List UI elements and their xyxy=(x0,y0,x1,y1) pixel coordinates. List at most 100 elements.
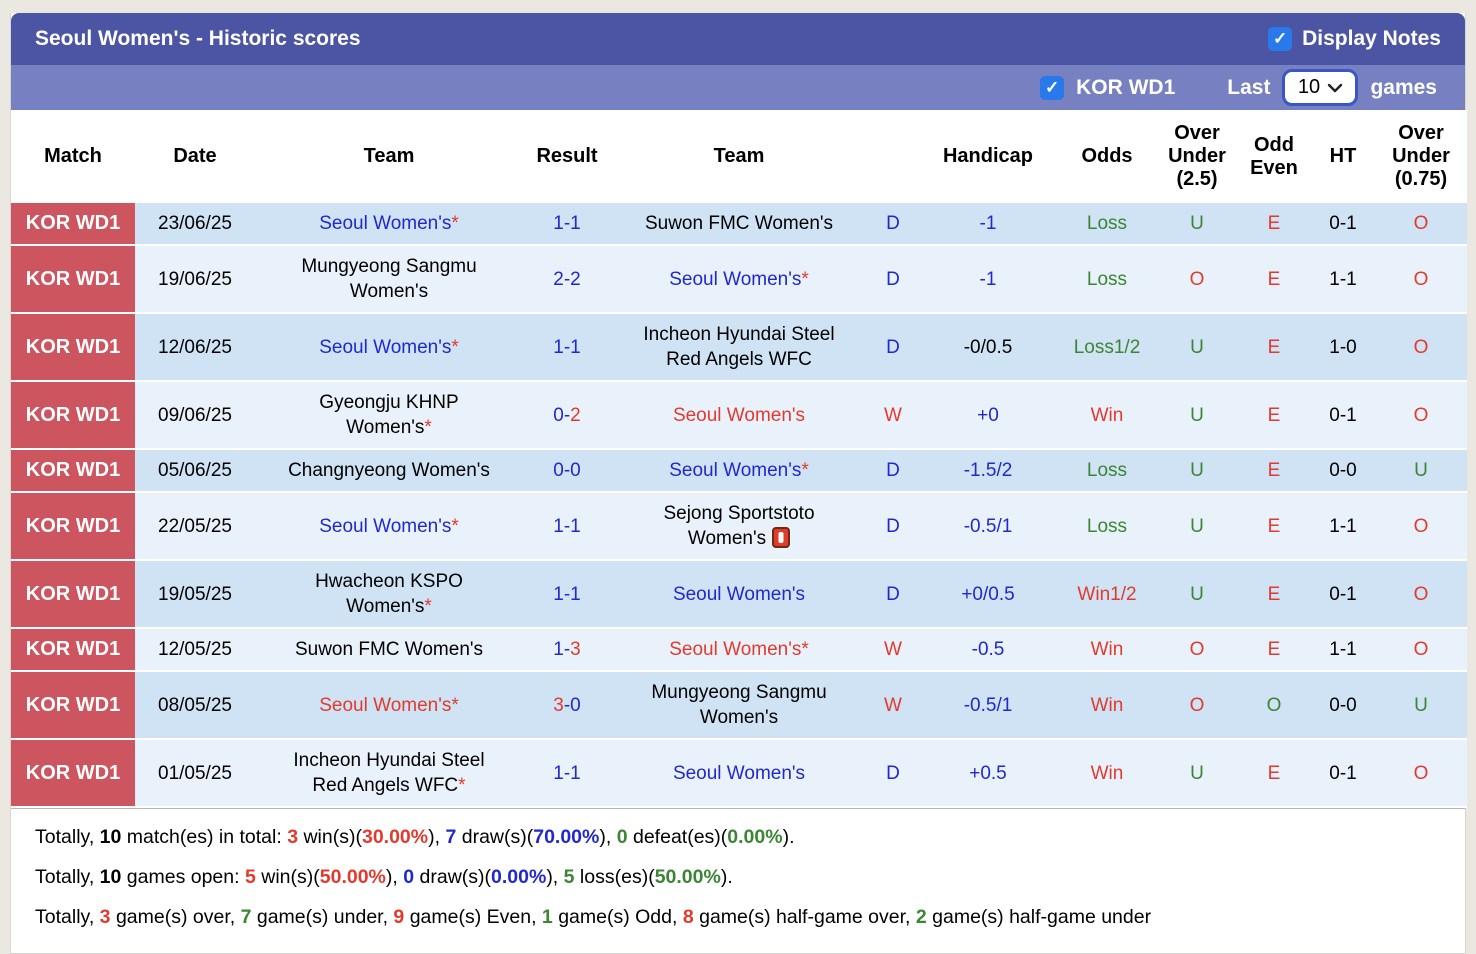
red-note-icon xyxy=(772,527,791,548)
text-segment: Totally, xyxy=(35,906,100,928)
display-notes-group: ✓ Display Notes xyxy=(1268,27,1441,51)
text-segment: 3 xyxy=(287,826,299,848)
text-segment: 1-1 xyxy=(553,336,581,358)
odd-even-cell: E xyxy=(1237,629,1311,672)
text-segment: loss(es)( xyxy=(574,866,655,888)
table-row: KOR WD1 12/06/25 Seoul Women's* 1-1 Incheon … xyxy=(11,314,1467,382)
league-badge: KOR WD1 xyxy=(11,382,135,450)
away-team-cell: Seoul Women's xyxy=(611,740,867,808)
away-team-cell: Seoul Women's xyxy=(611,382,867,450)
team-name: Sejong Sportstoto Women's xyxy=(663,503,815,549)
title-bar: Seoul Women's - Historic scores ✓ Displa… xyxy=(11,13,1465,65)
over-under-25-cell: U xyxy=(1157,382,1237,450)
table-row: KOR WD1 19/06/25 Mungyeong Sangmu Women's 2… xyxy=(11,246,1467,314)
outcome-cell: D xyxy=(867,740,919,808)
outcome-cell: D xyxy=(867,450,919,493)
team-name: Seoul Women's xyxy=(319,213,452,234)
text-segment: game(s) under, xyxy=(251,906,394,928)
odd-even-cell: E xyxy=(1237,246,1311,314)
display-notes-checkbox[interactable]: ✓ xyxy=(1268,27,1293,51)
away-team-cell: Seoul Women's* xyxy=(611,246,867,314)
result-cell: 1-1 xyxy=(523,314,611,382)
team-name: Mungyeong Sangmu Women's xyxy=(651,682,827,728)
team-name: Seoul Women's xyxy=(669,268,802,290)
odds-cell: Loss xyxy=(1057,450,1157,493)
league-badge: KOR WD1 xyxy=(11,450,135,493)
text-segment: Totally, xyxy=(35,866,100,888)
text-segment: 9 xyxy=(393,906,405,928)
odd-even-cell: O xyxy=(1237,672,1311,740)
outcome-cell: W xyxy=(867,629,919,672)
home-team-cell: Mungyeong Sangmu Women's xyxy=(255,246,523,314)
handicap-cell: -1.5/2 xyxy=(919,450,1057,493)
home-team-cell: Hwacheon KSPO Women's* xyxy=(255,561,523,629)
text-segment: ), xyxy=(385,866,404,888)
ht-cell: 0-1 xyxy=(1311,203,1375,246)
star-marker: * xyxy=(801,639,809,660)
checkmark-icon: ✓ xyxy=(1044,77,1060,97)
text-segment: 2 xyxy=(915,906,927,928)
league-badge: KOR WD1 xyxy=(11,672,135,740)
away-team-cell: Mungyeong Sangmu Women's xyxy=(611,672,867,740)
odds-cell: Loss xyxy=(1057,246,1157,314)
summary-section: Totally, 10 match(es) in total: 3 win(s)… xyxy=(11,808,1465,953)
date-cell: 12/06/25 xyxy=(135,314,255,382)
games-label: games xyxy=(1370,75,1437,99)
handicap-cell: +0/0.5 xyxy=(919,561,1057,629)
header-outcome xyxy=(867,110,919,203)
odds-cell: Win xyxy=(1057,740,1157,808)
date-cell: 08/05/25 xyxy=(135,672,255,740)
over-under-25-cell: U xyxy=(1157,561,1237,629)
handicap-cell: -0.5/1 xyxy=(919,493,1057,561)
over-under-25-cell: U xyxy=(1157,740,1237,808)
result-cell: 1-3 xyxy=(523,629,611,672)
odd-even-cell: E xyxy=(1237,561,1311,629)
ht-cell: 0-1 xyxy=(1311,740,1375,808)
last-games-select[interactable]: 10 xyxy=(1282,69,1359,106)
ht-cell: 0-1 xyxy=(1311,561,1375,629)
league-badge: KOR WD1 xyxy=(11,246,135,314)
text-segment: ), xyxy=(428,826,446,848)
text-segment: 7 xyxy=(240,906,252,928)
team-name: Incheon Hyundai Steel Red Angels WFC xyxy=(643,324,835,370)
text-segment: 7 xyxy=(445,826,457,848)
home-team-cell: Suwon FMC Women's xyxy=(255,629,523,672)
table-header: Match Date Team Result Team Handicap Odd… xyxy=(11,110,1467,203)
team-name: Changnyeong Women's xyxy=(288,460,490,481)
over-under-075-cell: O xyxy=(1375,561,1467,629)
handicap-cell: +0.5 xyxy=(919,740,1057,808)
team-name: Mungyeong Sangmu Women's xyxy=(301,256,477,302)
league-checkbox[interactable]: ✓ xyxy=(1040,75,1065,100)
result-cell: 0-2 xyxy=(523,382,611,450)
team-name: Gyeongju KHNP Women's xyxy=(319,392,459,438)
over-under-075-cell: O xyxy=(1375,629,1467,672)
over-under-25-cell: U xyxy=(1157,203,1237,246)
date-cell: 23/06/25 xyxy=(135,203,255,246)
text-segment: 5 xyxy=(244,866,256,888)
home-team-cell: Seoul Women's* xyxy=(255,314,523,382)
text-segment: 50.00% xyxy=(654,866,721,888)
ht-cell: 1-1 xyxy=(1311,246,1375,314)
text-segment: 0 xyxy=(403,866,415,888)
star-marker: * xyxy=(451,213,459,234)
text-segment: 70.00% xyxy=(533,826,600,848)
home-team-cell: Seoul Women's* xyxy=(255,672,523,740)
text-segment: 3 xyxy=(570,639,581,660)
text-segment: 5 xyxy=(563,866,575,888)
team-name: Seoul Women's xyxy=(319,515,452,537)
text-segment: 8 xyxy=(682,906,694,928)
odds-cell: Win xyxy=(1057,629,1157,672)
away-team-cell: Seoul Women's* xyxy=(611,629,867,672)
text-segment: games open: xyxy=(121,866,245,888)
star-marker: * xyxy=(451,515,459,537)
text-segment: 2 xyxy=(570,404,581,426)
header-odds: Odds xyxy=(1057,110,1157,203)
display-notes-label: Display Notes xyxy=(1302,27,1441,50)
handicap-cell: -0/0.5 xyxy=(919,314,1057,382)
team-name: Suwon FMC Women's xyxy=(644,213,834,234)
result-cell: 3-0 xyxy=(523,672,611,740)
team-name: Seoul Women's xyxy=(672,583,806,605)
odd-even-cell: E xyxy=(1237,314,1311,382)
over-under-25-cell: O xyxy=(1157,246,1237,314)
historic-scores-table: Match Date Team Result Team Handicap Odd… xyxy=(11,110,1467,808)
